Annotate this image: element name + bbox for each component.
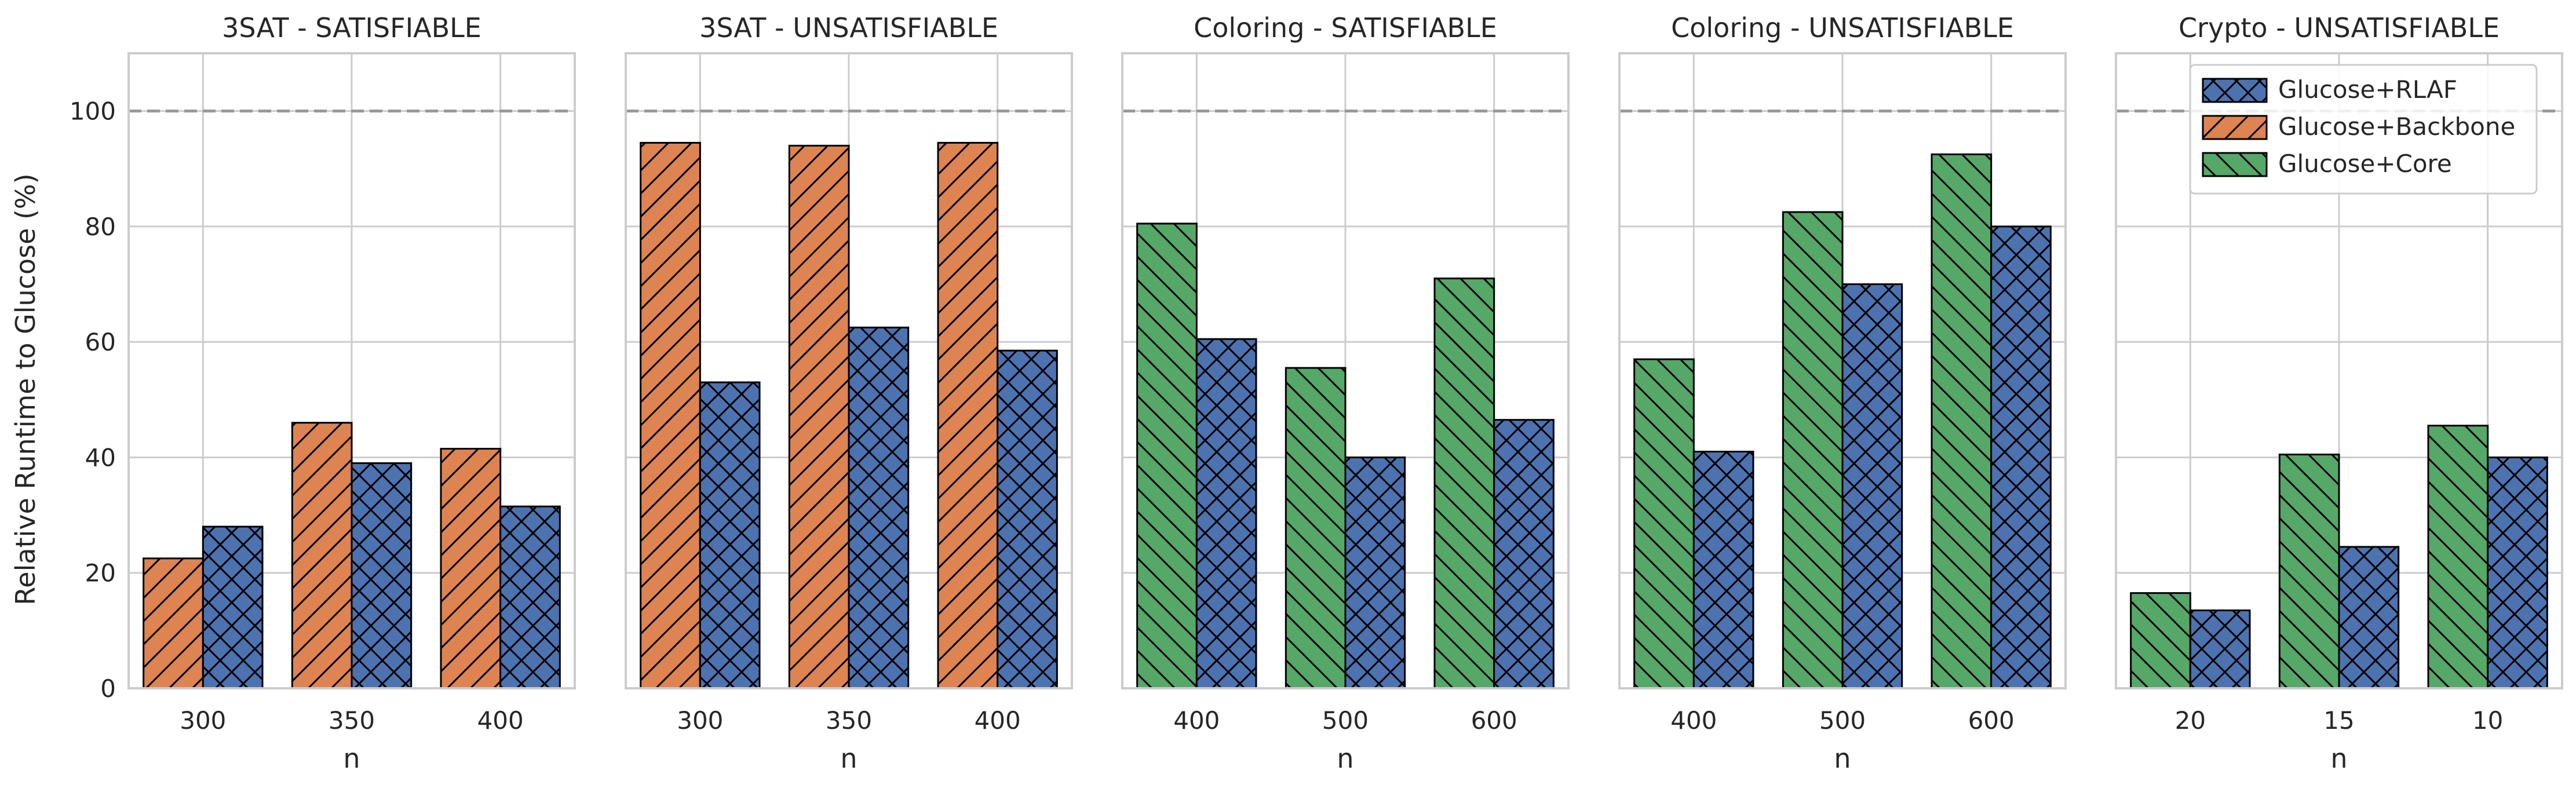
x-tick-label: 600 <box>1471 706 1517 735</box>
legend: Glucose+RLAF Glucose+Backbone Glucose+Core <box>2189 64 2538 195</box>
bar-glucose-rlaf-20-hatch <box>2189 609 2251 689</box>
x-tick-label: 400 <box>1670 706 1717 735</box>
bar-glucose-rlaf-300-hatch <box>202 525 264 689</box>
legend-label-glucose-rlaf: Glucose+RLAF <box>2278 75 2457 104</box>
bar-glucose-rlaf-400-hatch <box>1195 338 1257 689</box>
x-axis-label: n <box>1834 743 1851 774</box>
bar-glucose-backbone-300-hatch <box>143 557 204 689</box>
panels: 300 350 400 3SAT - SATISFIABLE n 0 20 40 60 80 100… <box>70 12 2563 774</box>
x-tick-label: 15 <box>2323 706 2354 735</box>
panel-title: 3SAT - SATISFIABLE <box>222 12 481 43</box>
bar-glucose-core-15-hatch <box>2278 453 2340 689</box>
panel-title: Coloring - UNSATISFIABLE <box>1671 12 2014 43</box>
y-tick-label: 100 <box>70 97 116 126</box>
bar-glucose-rlaf-400-hatch <box>997 349 1058 689</box>
x-tick-label: 350 <box>826 706 872 735</box>
bar-glucose-rlaf-300-hatch <box>699 381 761 689</box>
x-tick-label: 300 <box>677 706 723 735</box>
panel-frame <box>625 52 1073 689</box>
bar-glucose-rlaf-350-hatch <box>351 462 413 689</box>
panel-3: 400 500 600 Coloring - SATISFIABLE n <box>1121 12 1570 774</box>
bar-glucose-rlaf-10-hatch <box>2487 456 2548 689</box>
panel-title: 3SAT - UNSATISFIABLE <box>699 12 998 43</box>
x-axis-label: n <box>1337 743 1353 774</box>
bar-glucose-rlaf-500-hatch <box>1841 283 1903 689</box>
y-axis-label: Relative Runtime to Glucose (%) <box>10 173 41 605</box>
x-tick-label: 350 <box>329 706 375 735</box>
x-axis-label: n <box>840 743 857 774</box>
bar-glucose-core-500-hatch <box>1285 367 1347 689</box>
x-tick-label: 500 <box>1322 706 1369 735</box>
x-tick-label: 400 <box>1173 706 1220 735</box>
panel-title: Coloring - SATISFIABLE <box>1194 12 1497 43</box>
bar-glucose-rlaf-15-hatch <box>2338 546 2400 689</box>
panel-frame <box>1121 52 1570 689</box>
panel-frame <box>1618 52 2067 689</box>
panel-2: 300 350 400 3SAT - UNSATISFIABLE n <box>625 12 1073 774</box>
x-tick-label: 400 <box>975 706 1021 735</box>
y-tick-label: 80 <box>85 213 116 241</box>
bar-glucose-backbone-350-hatch <box>291 422 353 689</box>
x-tick-label: 500 <box>1819 706 1866 735</box>
x-tick-label: 400 <box>477 706 524 735</box>
bar-glucose-rlaf-600-hatch <box>1493 419 1555 689</box>
bar-glucose-backbone-400-hatch <box>440 448 502 689</box>
legend-swatch-hatch <box>2202 152 2268 177</box>
x-tick-label: 300 <box>180 706 226 735</box>
bar-glucose-backbone-350-hatch <box>788 144 850 689</box>
panel-frame <box>127 52 576 689</box>
panel-frame <box>2115 52 2563 689</box>
x-axis-label: n <box>343 743 360 774</box>
bar-glucose-rlaf-600-hatch <box>1990 225 2052 689</box>
bar-glucose-backbone-300-hatch <box>640 141 701 689</box>
y-tick-label: 20 <box>85 559 116 587</box>
legend-label-glucose-backbone: Glucose+Backbone <box>2278 112 2515 141</box>
bar-glucose-rlaf-400-hatch <box>499 505 561 689</box>
bar-glucose-core-20-hatch <box>2130 592 2191 689</box>
legend-swatch-hatch <box>2202 115 2268 140</box>
legend-box <box>2189 64 2538 195</box>
y-tick-label: 60 <box>85 328 116 356</box>
bar-glucose-core-400-hatch <box>1633 358 1695 689</box>
bar-glucose-rlaf-500-hatch <box>1344 456 1406 689</box>
bar-glucose-core-600-hatch <box>1433 278 1495 689</box>
x-tick-label: 600 <box>1968 706 2015 735</box>
bar-glucose-rlaf-350-hatch <box>848 326 910 689</box>
x-tick-label: 20 <box>2175 706 2206 735</box>
x-tick-label: 10 <box>2472 706 2503 735</box>
bar-glucose-core-400-hatch <box>1136 222 1198 689</box>
panel-1: 300 350 400 3SAT - SATISFIABLE n 0 20 40 60 80 100 <box>70 12 576 774</box>
bar-glucose-core-600-hatch <box>1931 153 1993 689</box>
panel-4: 400 500 600 Coloring - UNSATISFIABLE n <box>1618 12 2067 774</box>
y-tick-label: 40 <box>85 443 116 472</box>
legend-label-glucose-core: Glucose+Core <box>2278 149 2452 178</box>
x-axis-label: n <box>2330 743 2347 774</box>
y-tick-label: 0 <box>100 674 116 703</box>
panel-title: Crypto - UNSATISFIABLE <box>2179 12 2500 43</box>
bar-glucose-core-500-hatch <box>1782 211 1844 689</box>
bar-glucose-backbone-400-hatch <box>937 141 999 689</box>
legend-swatch-hatch <box>2202 78 2268 103</box>
bar-glucose-core-10-hatch <box>2427 425 2489 689</box>
bar-glucose-rlaf-400-hatch <box>1692 450 1754 689</box>
